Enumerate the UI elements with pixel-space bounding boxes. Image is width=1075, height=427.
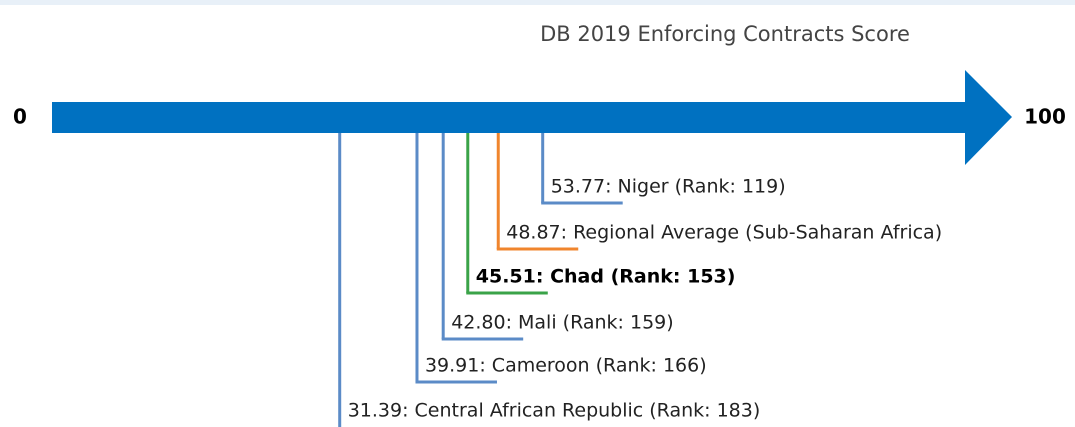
arrow-head	[965, 70, 1012, 165]
marker-label: 53.77: Niger (Rank: 119)	[551, 176, 786, 198]
marker-label: 45.51: Chad (Rank: 153)	[476, 266, 736, 288]
top-band	[0, 0, 1075, 5]
arrow-shaft	[52, 102, 966, 133]
chart-title: DB 2019 Enforcing Contracts Score	[540, 22, 910, 46]
scale-end-label: 100	[1024, 105, 1066, 129]
marker-label: 31.39: Central African Republic (Rank: 1…	[348, 400, 761, 422]
marker-label: 39.91: Cameroon (Rank: 166)	[425, 355, 707, 377]
marker-label: 48.87: Regional Average (Sub-Saharan Afr…	[506, 222, 942, 244]
scale-end-label: 0	[13, 105, 27, 129]
marker-label: 42.80: Mali (Rank: 159)	[451, 312, 673, 334]
